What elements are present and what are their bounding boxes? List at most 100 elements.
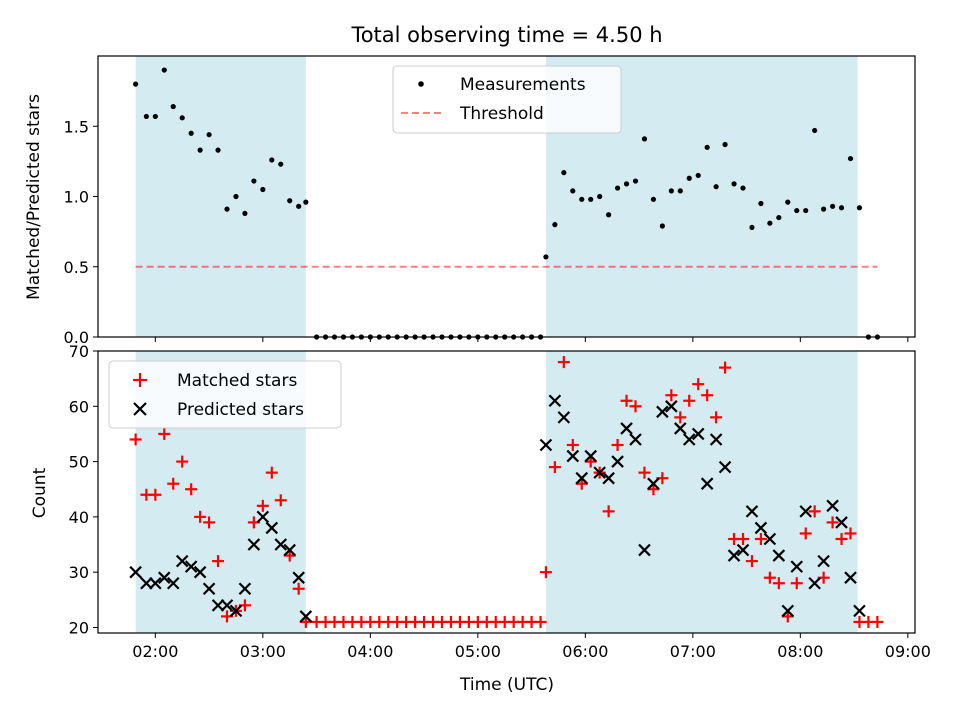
legend-label-predicted: Predicted stars — [177, 400, 304, 420]
matched-star-point — [548, 461, 561, 474]
predicted-star-point — [808, 576, 821, 590]
measurement-point — [152, 113, 158, 120]
bottom-y-axis-label: Count — [30, 467, 50, 518]
measurement-point — [161, 67, 167, 73]
x-tick-label: 03:00 — [240, 642, 286, 661]
predicted-star-point — [611, 455, 624, 468]
measurement-point — [197, 147, 203, 153]
measurement-point — [543, 254, 549, 260]
matched-star-point — [256, 499, 269, 512]
measurement-point — [561, 170, 567, 176]
measurement-point — [206, 132, 212, 138]
measurement-point — [812, 127, 818, 134]
matched-star-point — [129, 433, 142, 446]
chart-title: Total observing time = 4.50 h — [350, 23, 662, 47]
measurement-point — [597, 193, 603, 200]
predicted-star-point — [647, 477, 660, 490]
measurement-point — [740, 185, 746, 191]
measurement-point — [829, 203, 836, 209]
predicted-star-point — [166, 576, 180, 590]
predicted-star-point — [184, 560, 198, 573]
measurement-point — [856, 205, 863, 211]
legend-label-matched: Matched stars — [177, 371, 297, 391]
predicted-star-point — [575, 471, 589, 485]
predicted-star-point — [763, 532, 777, 546]
predicted-star-point — [274, 538, 288, 551]
top-panel: 0.0 0.5 1.0 1.5 Matched/Predicted stars Mea… — [24, 55, 916, 347]
predicted-star-point — [772, 549, 786, 562]
predicted-star-point — [844, 571, 857, 584]
predicted-star-point — [718, 460, 732, 474]
measurement-point — [722, 141, 728, 148]
measurement-point — [303, 199, 309, 205]
predicted-star-point — [265, 521, 279, 535]
matched-star-point — [167, 477, 180, 490]
measurement-point — [632, 178, 639, 184]
measurement-point — [641, 136, 648, 142]
predicted-star-point — [292, 571, 305, 584]
x-tick-label: 04:00 — [347, 642, 393, 661]
predicted-star-point — [620, 422, 633, 435]
measurement-point — [260, 186, 266, 193]
shaded-interval — [135, 56, 306, 337]
measurement-point — [695, 172, 701, 179]
matched-star-point — [185, 483, 198, 496]
predicted-star-point — [593, 466, 606, 479]
x-tick-label: 07:00 — [670, 642, 716, 661]
top-plot-marks — [133, 67, 880, 340]
legend-label-measurements: Measurements — [460, 75, 586, 95]
top-y-axis-label: Matched/Predicted stars — [24, 94, 44, 300]
matched-star-point — [611, 439, 624, 451]
matched-star-point — [701, 389, 714, 402]
matched-star-point — [534, 615, 547, 628]
matched-star-point — [557, 356, 570, 369]
matched-star-point — [638, 466, 651, 479]
measurement-point — [287, 198, 293, 204]
y-tick-label: 30 — [69, 563, 89, 582]
matched-star-point — [602, 505, 615, 518]
predicted-star-point — [602, 471, 615, 485]
predicted-star-point — [656, 405, 669, 419]
predicted-star-point — [211, 599, 225, 612]
bottom-panel: 20 30 40 50 60 70 02:00 03:00 04:00 05:00 06:00 07… — [30, 342, 931, 695]
predicted-star-point — [149, 576, 162, 590]
shaded-interval — [545, 351, 858, 633]
matched-star-point — [194, 510, 207, 523]
predicted-star-point — [220, 599, 234, 612]
predicted-star-point — [238, 582, 252, 596]
matched-star-point — [674, 411, 687, 424]
predicted-star-point — [638, 543, 651, 557]
bottom-legend-box — [108, 360, 342, 429]
measurement-point — [570, 188, 576, 194]
legend-marker-predicted — [133, 402, 147, 416]
y-tick-label: 1.0 — [64, 188, 89, 207]
x-tick-label: 08:00 — [777, 642, 823, 661]
measurement-point — [838, 205, 845, 211]
matched-star-point — [566, 439, 579, 451]
matched-star-point — [620, 394, 633, 407]
x-tick-label: 06:00 — [562, 642, 608, 661]
y-tick-label: 1.5 — [64, 117, 89, 136]
matched-star-point — [149, 488, 162, 501]
predicted-star-point — [817, 554, 830, 568]
measurement-point — [686, 175, 692, 181]
matched-star-point — [808, 505, 821, 518]
measurement-point — [133, 81, 139, 87]
measurement-point — [731, 181, 737, 187]
predicted-star-point — [629, 433, 642, 446]
predicted-star-point — [247, 538, 261, 551]
predicted-star-point — [193, 565, 207, 579]
measurement-point — [677, 188, 683, 194]
legend-marker-matched — [133, 373, 147, 387]
predicted-star-point — [299, 610, 313, 623]
y-tick-label: 0.5 — [64, 258, 89, 277]
measurement-point — [821, 206, 827, 212]
measurement-point — [179, 115, 185, 121]
predicted-star-point — [736, 543, 750, 557]
measurement-point — [278, 161, 284, 167]
measurement-point — [215, 147, 221, 153]
matched-star-point — [826, 516, 839, 529]
matched-star-point — [539, 566, 552, 579]
bottom-y-ticks: 20 30 40 50 60 70 — [69, 342, 98, 637]
measurement-point — [758, 200, 764, 207]
